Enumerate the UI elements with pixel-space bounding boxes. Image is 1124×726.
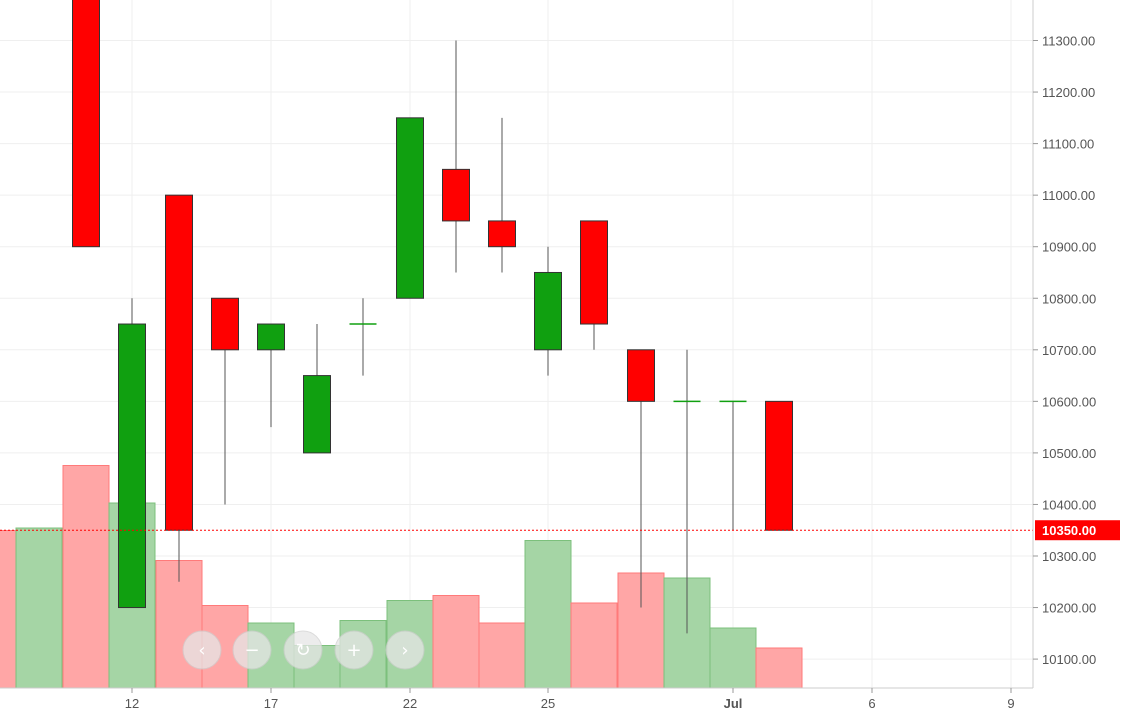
volume-bar [15, 527, 63, 689]
x-tick-label: Jul [724, 696, 743, 711]
x-tick-label: 22 [403, 696, 417, 711]
zoom-in-icon: + [346, 640, 361, 661]
volume-bar [478, 622, 526, 689]
x-tick-label: 9 [1007, 696, 1014, 711]
y-tick-label: 10600.00 [1042, 394, 1096, 409]
y-tick-label: 10100.00 [1042, 652, 1096, 667]
candle-body [580, 220, 608, 325]
candle-body [257, 323, 285, 351]
candle [580, 220, 608, 350]
x-tick-label: 12 [125, 696, 139, 711]
x-tick-label: 17 [264, 696, 278, 711]
y-tick-label: 10300.00 [1042, 549, 1096, 564]
candle-body [211, 297, 239, 351]
y-tick-label: 10700.00 [1042, 343, 1096, 358]
candle [72, 0, 100, 248]
volume-bar [524, 540, 572, 689]
candle [118, 298, 146, 609]
candle [442, 40, 470, 273]
last-price-tag-label: 10350.00 [1042, 523, 1096, 538]
reset-button-circle [283, 630, 323, 670]
scroll-left-button[interactable]: ‹ [182, 630, 222, 670]
candle [165, 194, 193, 582]
candle [534, 246, 562, 376]
candle-body [488, 220, 516, 248]
volume-bar [432, 595, 480, 689]
candle [627, 349, 655, 608]
candle [488, 117, 516, 273]
y-tick-label: 11300.00 [1042, 34, 1095, 49]
x-tick-label: 6 [868, 696, 875, 711]
candle-body [396, 117, 424, 299]
reset-button[interactable]: ↻ [283, 630, 323, 670]
axes: 10100.00 10200.00 10300.00 10400.00 10500.00… [0, 0, 1120, 711]
candles [72, 0, 793, 634]
x-tick-label: 25 [541, 696, 555, 711]
candle [719, 400, 747, 531]
candle-body [534, 271, 562, 351]
candle-body [765, 400, 793, 531]
zoom-out-icon: − [244, 640, 259, 661]
zoom-in-button[interactable]: + [334, 630, 374, 670]
volume-bar [709, 627, 757, 689]
candle [673, 349, 701, 634]
scroll-left-icon: ‹ [198, 640, 205, 661]
zoom-in-button-circle [334, 630, 374, 670]
volume-bar [755, 647, 803, 689]
scroll-right-icon: › [401, 640, 408, 661]
y-tick-label: 11200.00 [1042, 85, 1095, 100]
candle [211, 297, 239, 505]
candle-body [165, 194, 193, 531]
candle-body [303, 375, 331, 454]
volume-bar [570, 602, 618, 689]
scroll-right-button-circle [385, 630, 425, 670]
last-price-tag-bg [1035, 520, 1120, 541]
candle-body [442, 168, 470, 222]
volume-bar [62, 465, 110, 689]
candle-body [72, 0, 100, 248]
candle [303, 324, 331, 454]
y-tick-label: 10400.00 [1042, 497, 1096, 512]
navigation-controls: ‹ − ↻ + › [182, 630, 425, 670]
candle [765, 400, 793, 531]
candle-body [118, 323, 146, 609]
candle-body [627, 349, 655, 402]
scroll-left-button-circle [182, 630, 222, 670]
zoom-out-button-circle [232, 630, 272, 670]
candle [349, 298, 377, 376]
last-price-tag: 10350.00 [1035, 520, 1120, 541]
candle [396, 117, 424, 299]
y-tick-label: 10800.00 [1042, 291, 1096, 306]
reset-icon: ↻ [295, 640, 310, 661]
y-tick-label: 10200.00 [1042, 601, 1096, 616]
candle [257, 323, 285, 428]
y-tick-label: 11000.00 [1042, 188, 1095, 203]
y-tick-label: 11100.00 [1042, 137, 1094, 152]
scroll-right-button[interactable]: › [385, 630, 425, 670]
zoom-out-button[interactable]: − [232, 630, 272, 670]
y-tick-label: 10500.00 [1042, 446, 1096, 461]
y-tick-label: 10900.00 [1042, 240, 1096, 255]
